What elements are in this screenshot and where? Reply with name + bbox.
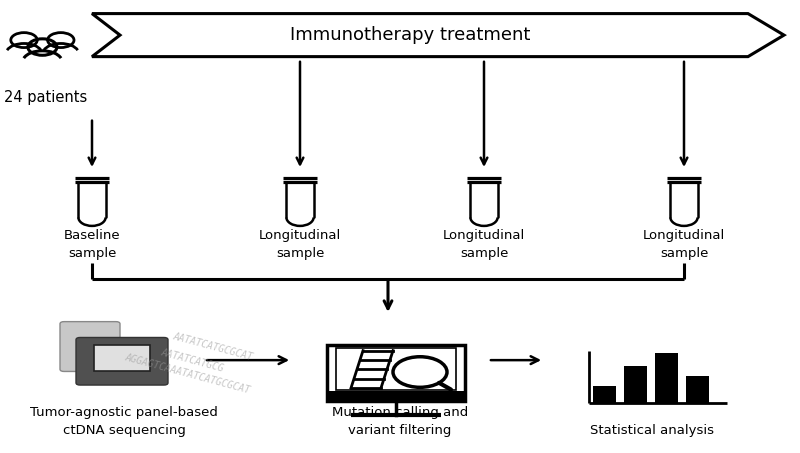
Polygon shape: [92, 14, 784, 57]
FancyBboxPatch shape: [624, 366, 646, 403]
Text: AATATCATGCGCAT: AATATCATGCGCAT: [172, 331, 254, 362]
Text: AGGAGTCAAATATCATGCGCAT: AGGAGTCAAATATCATGCGCAT: [124, 352, 251, 395]
FancyBboxPatch shape: [336, 347, 456, 390]
Text: Longitudinal
sample: Longitudinal sample: [259, 229, 341, 260]
FancyBboxPatch shape: [94, 345, 150, 371]
Text: Tumor-agnostic panel-based
ctDNA sequencing: Tumor-agnostic panel-based ctDNA sequenc…: [30, 406, 218, 437]
FancyBboxPatch shape: [686, 376, 709, 403]
Text: Longitudinal
sample: Longitudinal sample: [443, 229, 525, 260]
Text: Immunotherapy treatment: Immunotherapy treatment: [290, 26, 530, 44]
Text: Mutation calling and
variant filtering: Mutation calling and variant filtering: [332, 406, 468, 437]
Text: Baseline
sample: Baseline sample: [64, 229, 120, 260]
Text: 24 patients: 24 patients: [4, 90, 87, 105]
FancyBboxPatch shape: [60, 322, 120, 371]
Text: Longitudinal
sample: Longitudinal sample: [643, 229, 725, 260]
Text: AATATCATGCG: AATATCATGCG: [160, 347, 225, 373]
FancyBboxPatch shape: [76, 337, 168, 385]
FancyBboxPatch shape: [655, 353, 678, 403]
Text: Statistical analysis: Statistical analysis: [590, 424, 714, 437]
FancyBboxPatch shape: [327, 345, 465, 401]
FancyBboxPatch shape: [593, 386, 615, 403]
FancyBboxPatch shape: [327, 391, 465, 401]
